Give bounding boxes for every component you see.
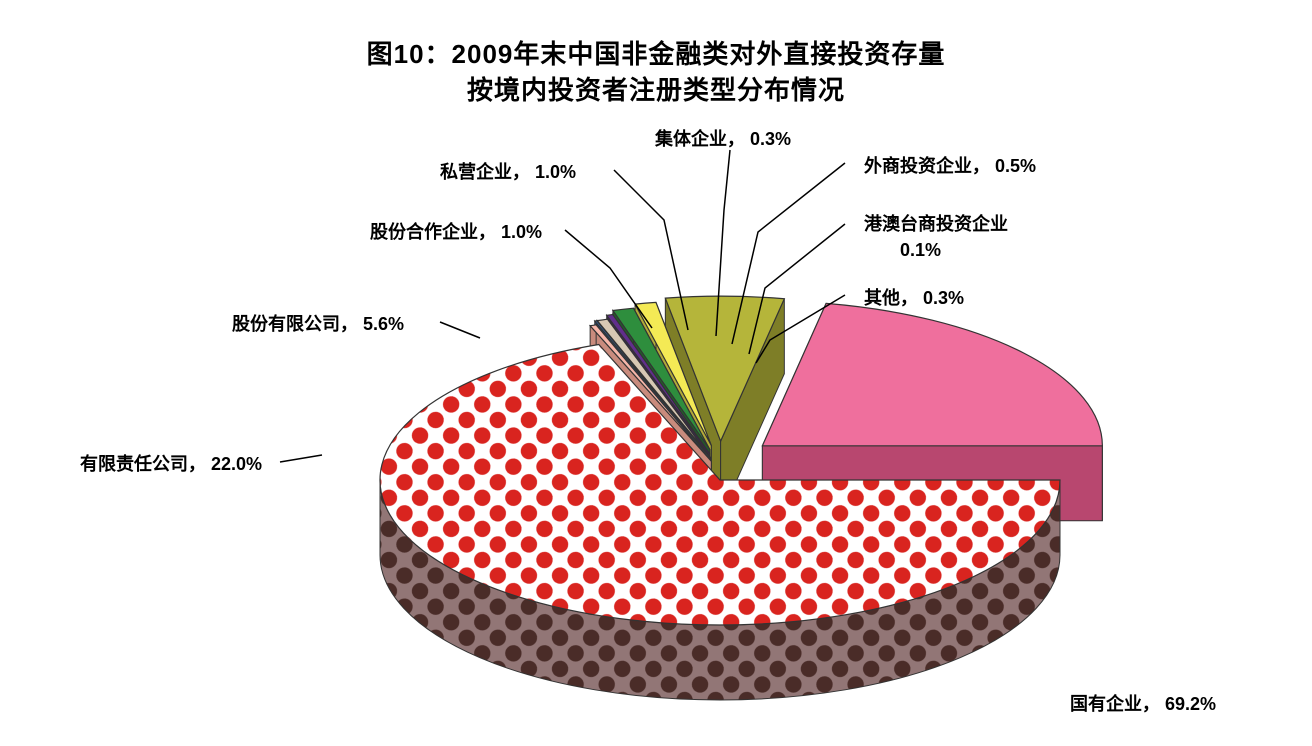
slice-label: 集体企业， 0.3% xyxy=(655,125,791,151)
slice-label: 私营企业， 1.0% xyxy=(440,158,576,184)
slice-label: 国有企业， 69.2% xyxy=(1070,690,1216,716)
slice-label: 其他， 0.3% xyxy=(864,284,964,310)
slice-label-extra: 0.1% xyxy=(900,240,941,261)
slice-label: 股份有限公司， 5.6% xyxy=(232,310,404,336)
pie-chart xyxy=(0,0,1312,746)
slice-label: 股份合作企业， 1.0% xyxy=(370,218,542,244)
slice-label: 有限责任公司， 22.0% xyxy=(80,450,262,476)
pie-slice xyxy=(762,303,1102,445)
slice-label: 港澳台商投资企业 xyxy=(864,210,1008,236)
slice-label: 外商投资企业， 0.5% xyxy=(864,152,1036,178)
